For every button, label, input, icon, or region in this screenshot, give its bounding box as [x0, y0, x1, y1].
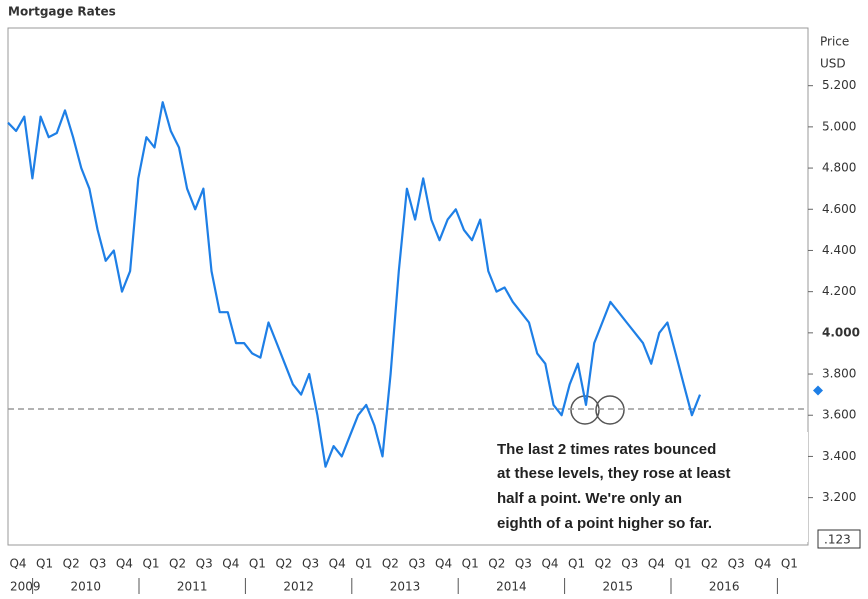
annotation-bg — [490, 432, 808, 542]
y-tick-label: 4.000 — [822, 325, 860, 339]
price-box — [817, 529, 861, 549]
y-tick-label: 3.200 — [822, 490, 856, 504]
x-tick-label: Q4 — [648, 557, 665, 571]
year-label: 2015 — [603, 580, 634, 594]
x-tick-label: Q1 — [142, 557, 159, 571]
x-tick-label: Q2 — [701, 557, 718, 571]
y-tick-label: 5.000 — [822, 119, 856, 133]
x-tick-label: Q3 — [302, 557, 319, 571]
price-box-text: .123 — [824, 533, 851, 547]
y-tick-label: 4.600 — [822, 202, 856, 216]
year-label: 2010 — [71, 580, 102, 594]
x-tick-label: Q3 — [621, 557, 638, 571]
y-tick-label: 4.400 — [822, 243, 856, 257]
y-axis-label: USD — [820, 57, 846, 71]
annotation: half a point. We're only an — [497, 490, 682, 507]
x-tick-label: Q2 — [488, 557, 505, 571]
x-tick-label: Q1 — [36, 557, 53, 571]
y-tick-label: 4.200 — [822, 284, 856, 298]
annotation: eighth of a point higher so far. — [497, 515, 712, 532]
annotation: at these levels, they rose at least — [497, 465, 730, 482]
y-tick-label: 3.600 — [822, 408, 856, 422]
x-tick-label: Q2 — [169, 557, 186, 571]
x-tick-label: Q3 — [89, 557, 106, 571]
year-label: 2012 — [283, 580, 314, 594]
y-tick-label: 5.200 — [822, 78, 856, 92]
year-label: 2013 — [390, 580, 421, 594]
x-tick-label: Q3 — [408, 557, 425, 571]
y-tick-label: 4.800 — [822, 161, 856, 175]
year-label: 2016 — [709, 580, 740, 594]
x-tick-label: Q4 — [329, 557, 346, 571]
x-tick-label: Q4 — [541, 557, 558, 571]
y-tick-label: 3.400 — [822, 449, 856, 463]
highlight-circle — [595, 395, 625, 425]
y-tick-label: 3.800 — [822, 367, 856, 381]
last-value-marker — [813, 385, 823, 396]
year-label: 2014 — [496, 580, 527, 594]
x-tick-label: Q4 — [222, 557, 239, 571]
x-tick-label: Q1 — [249, 557, 266, 571]
x-tick-label: Q1 — [355, 557, 372, 571]
chart-title: Mortgage Rates — [8, 5, 116, 19]
x-tick-label: Q1 — [568, 557, 585, 571]
x-tick-label: Q4 — [116, 557, 133, 571]
year-label: 2009 — [10, 580, 41, 594]
line-series — [7, 101, 702, 468]
year-label: 2011 — [177, 580, 208, 594]
x-tick-label: Q2 — [275, 557, 292, 571]
plot-frame — [7, 27, 809, 546]
x-tick-label: Q1 — [781, 557, 798, 571]
x-tick-label: Q3 — [728, 557, 745, 571]
x-tick-label: Q2 — [595, 557, 612, 571]
annotation: The last 2 times rates bounced — [497, 441, 716, 458]
x-tick-label: Q1 — [674, 557, 691, 571]
x-tick-label: Q4 — [435, 557, 452, 571]
x-tick-label: Q1 — [462, 557, 479, 571]
x-tick-label: Q2 — [382, 557, 399, 571]
x-tick-label: Q4 — [754, 557, 771, 571]
x-tick-label: Q2 — [63, 557, 80, 571]
y-axis-label: Price — [820, 35, 849, 49]
x-tick-label: Q3 — [515, 557, 532, 571]
x-tick-label: Q3 — [196, 557, 213, 571]
x-tick-label: Q4 — [9, 557, 26, 571]
